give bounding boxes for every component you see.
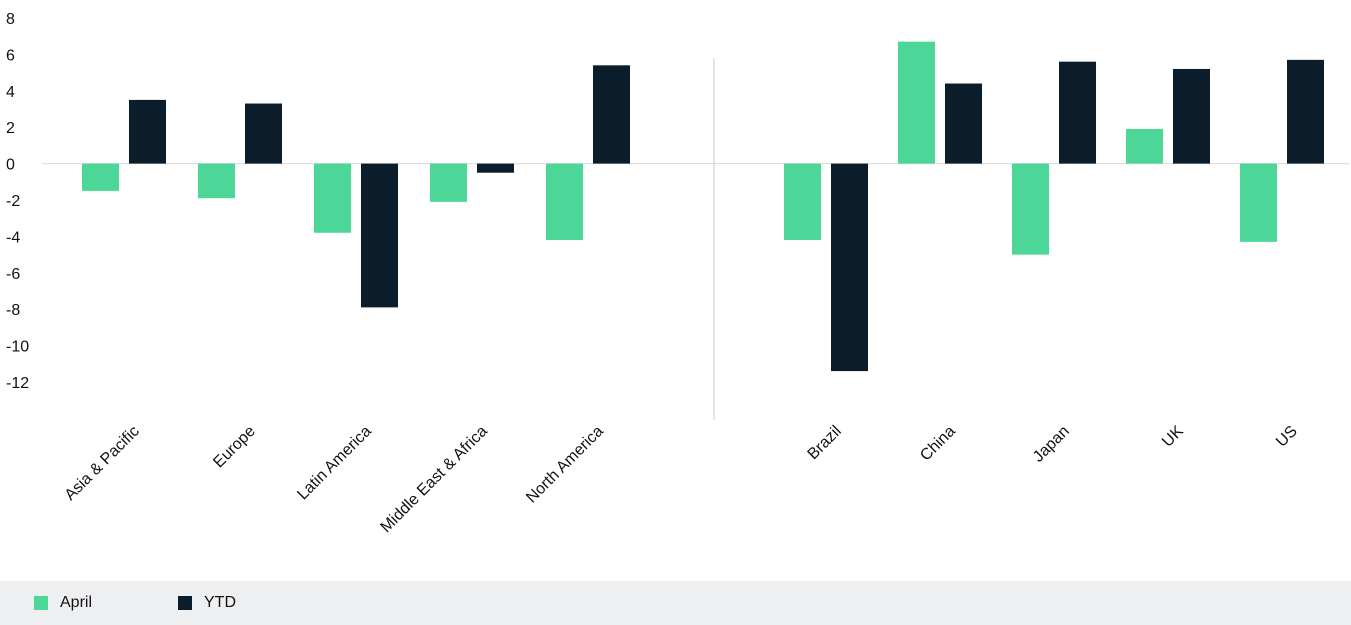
category-label: Brazil: [805, 423, 845, 463]
bar-april: [1240, 163, 1277, 242]
bar-ytd: [361, 163, 398, 308]
y-tick-label: -8: [6, 302, 20, 319]
bar-april: [198, 163, 235, 199]
legend-label-ytd: YTD: [204, 594, 236, 611]
legend: April YTD: [0, 581, 1351, 625]
category-label: China: [917, 423, 959, 465]
bar-ytd: [1173, 68, 1210, 164]
bar-ytd: [477, 163, 514, 173]
category-label: Latin America: [294, 423, 375, 504]
category-label: Japan: [1030, 423, 1073, 466]
legend-swatch-ytd: [178, 596, 192, 610]
bar-ytd: [1287, 59, 1324, 164]
bar-april: [898, 41, 935, 164]
y-axis-ticks: 8 6 4 2 0 -2 -4 -6 -8 -10 -12: [6, 11, 29, 392]
bar-april: [1126, 129, 1163, 164]
y-tick-label: 0: [6, 157, 15, 174]
y-tick-label: 8: [6, 11, 15, 28]
bar-april: [314, 163, 351, 233]
bar-april: [546, 163, 583, 241]
legend-item-ytd: YTD: [178, 594, 288, 612]
legend-item-april: April: [34, 594, 144, 612]
bar-ytd: [945, 83, 982, 164]
bar-ytd: [1059, 61, 1096, 164]
category-label: Europe: [210, 423, 259, 472]
bar-chart: 8 6 4 2 0 -2 -4 -6 -8 -10 -12 Asia & Pacific Europe…: [6, 11, 1349, 536]
category-label: Asia & Pacific: [62, 423, 143, 504]
y-tick-label: 6: [6, 47, 15, 64]
bar-april: [430, 163, 467, 202]
axis-lines: [42, 58, 1349, 420]
y-tick-label: -6: [6, 266, 20, 283]
y-tick-label: 2: [6, 120, 15, 137]
legend-swatch-april: [34, 596, 48, 610]
category-labels: Asia & Pacific Europe Latin America Middle …: [62, 423, 1301, 536]
bar-april: [82, 163, 119, 191]
category-label: US: [1273, 423, 1301, 451]
bar-ytd: [245, 103, 282, 164]
bar-april: [1012, 163, 1049, 255]
category-label: UK: [1159, 423, 1187, 451]
y-tick-label: -10: [6, 339, 29, 356]
y-tick-label: -2: [6, 193, 20, 210]
bars: [82, 41, 1324, 372]
category-label: North America: [523, 423, 607, 507]
category-label: Middle East & Africa: [378, 423, 491, 536]
bar-ytd: [593, 65, 630, 164]
bar-ytd: [129, 99, 166, 164]
legend-label-april: April: [60, 594, 93, 611]
y-tick-label: 4: [6, 84, 15, 101]
y-tick-label: -12: [6, 375, 29, 392]
bar-april: [784, 163, 821, 241]
bar-ytd: [831, 163, 868, 372]
y-tick-label: -4: [6, 229, 20, 246]
